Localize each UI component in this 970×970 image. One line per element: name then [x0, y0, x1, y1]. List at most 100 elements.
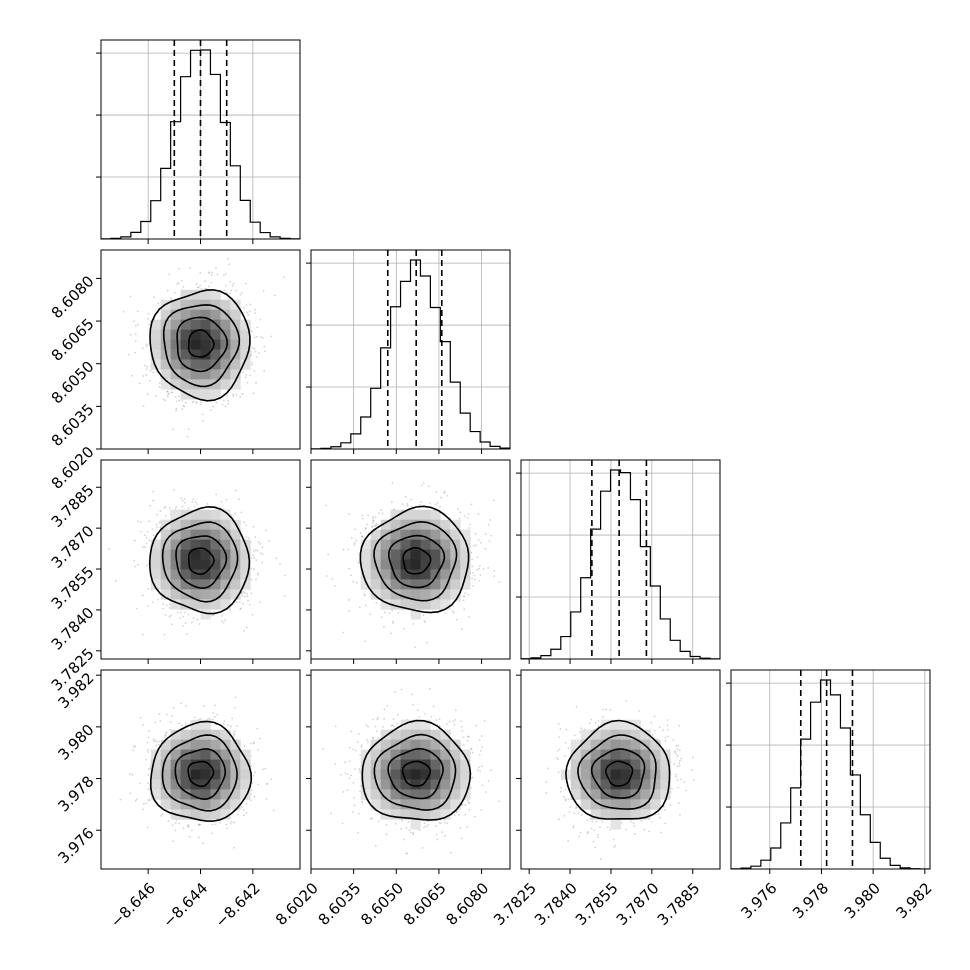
density-cell [590, 799, 601, 810]
density-cell [170, 599, 181, 610]
density-cell [240, 749, 251, 760]
density-cell [200, 359, 211, 370]
scatter-point [683, 780, 686, 783]
scatter-point [662, 805, 665, 808]
scatter-point [680, 778, 682, 781]
scatter-point [174, 822, 177, 825]
scatter-point [459, 827, 462, 829]
scatter-point [204, 280, 206, 283]
density-cell [180, 339, 191, 350]
scatter-point [383, 708, 386, 711]
scatter-point [664, 739, 667, 742]
scatter-point [676, 748, 679, 751]
density-cell [200, 569, 211, 580]
scatter-point [479, 541, 482, 544]
density-cell [160, 319, 172, 330]
contour-level-3 [161, 734, 238, 812]
scatter-point [195, 402, 197, 405]
density-cell [400, 749, 411, 760]
density-cell [230, 299, 241, 311]
scatter-point [374, 844, 377, 847]
scatter-point [381, 512, 384, 515]
scatter-point [253, 568, 255, 571]
scatter-point [147, 748, 150, 751]
scatter-point [256, 326, 259, 329]
scatter-point [359, 790, 361, 793]
scatter-point [579, 731, 581, 733]
scatter-point [226, 827, 228, 830]
scatter-point [411, 693, 414, 696]
scatter-point [479, 574, 482, 576]
density-cell [410, 509, 421, 521]
density-cell [190, 559, 201, 570]
scatter-point [591, 820, 594, 823]
scatter-point [350, 536, 353, 539]
scatter-point [490, 534, 493, 537]
scatter-point [146, 826, 149, 829]
axes-frame [520, 669, 721, 870]
scatter-point [161, 813, 164, 816]
scatter-point [242, 814, 245, 817]
density-cell [200, 349, 211, 360]
density-cell [210, 569, 221, 580]
scatter-point [675, 775, 677, 778]
density-cell [450, 539, 461, 550]
scatter-point [149, 380, 151, 382]
scatter-point [412, 831, 415, 834]
scatter-point [466, 799, 469, 802]
x-tick-label: 3.976 [737, 879, 780, 922]
scatter-point [414, 646, 416, 649]
scatter-point [164, 505, 167, 508]
scatter-point [478, 565, 481, 567]
scatter-point [244, 376, 247, 379]
scatter-point [545, 792, 548, 794]
scatter-point [369, 818, 372, 820]
scatter-point [211, 823, 214, 826]
density-cell [440, 729, 451, 741]
density-cell [180, 809, 191, 820]
scatter-point [609, 828, 611, 831]
scatter-point [195, 283, 198, 285]
density-cell [240, 319, 251, 330]
scatter-point [375, 602, 378, 604]
panel-plot-area [108, 488, 286, 636]
density-cell [430, 779, 441, 790]
axes-frame [310, 249, 511, 450]
density-cell [190, 809, 201, 820]
density-cell [220, 809, 231, 820]
scatter-point [459, 511, 462, 514]
scatter-point [455, 811, 458, 814]
scatter-point [270, 778, 273, 781]
scatter-point [409, 831, 412, 834]
scatter-point [392, 718, 395, 720]
density-cell [170, 529, 181, 540]
density-cell [230, 589, 241, 600]
scatter-point [127, 353, 130, 356]
scatter-point [693, 779, 695, 781]
density-cell [400, 509, 411, 521]
scatter-point [471, 558, 474, 561]
density-cell [210, 519, 221, 531]
scatter-point [169, 614, 172, 617]
scatter-point [573, 812, 576, 815]
scatter-point [605, 708, 607, 711]
scatter-point [227, 402, 230, 405]
density-cell [210, 539, 221, 550]
scatter-point [461, 628, 464, 630]
scatter-point [153, 740, 155, 743]
scatter-point [108, 547, 111, 550]
scatter-point [339, 773, 342, 776]
scatter-point [241, 595, 244, 597]
scatter-point [231, 284, 234, 287]
density-cell [220, 319, 231, 330]
density-cell [600, 719, 611, 731]
axes-frame [310, 669, 511, 870]
scatter-point [567, 747, 570, 749]
scatter-point [216, 713, 219, 716]
scatter-point [577, 811, 580, 814]
density-cell [610, 759, 621, 770]
density-cell [460, 749, 471, 760]
scatter-point [460, 837, 463, 840]
scatter-point [478, 766, 480, 769]
density-cell [390, 789, 401, 800]
